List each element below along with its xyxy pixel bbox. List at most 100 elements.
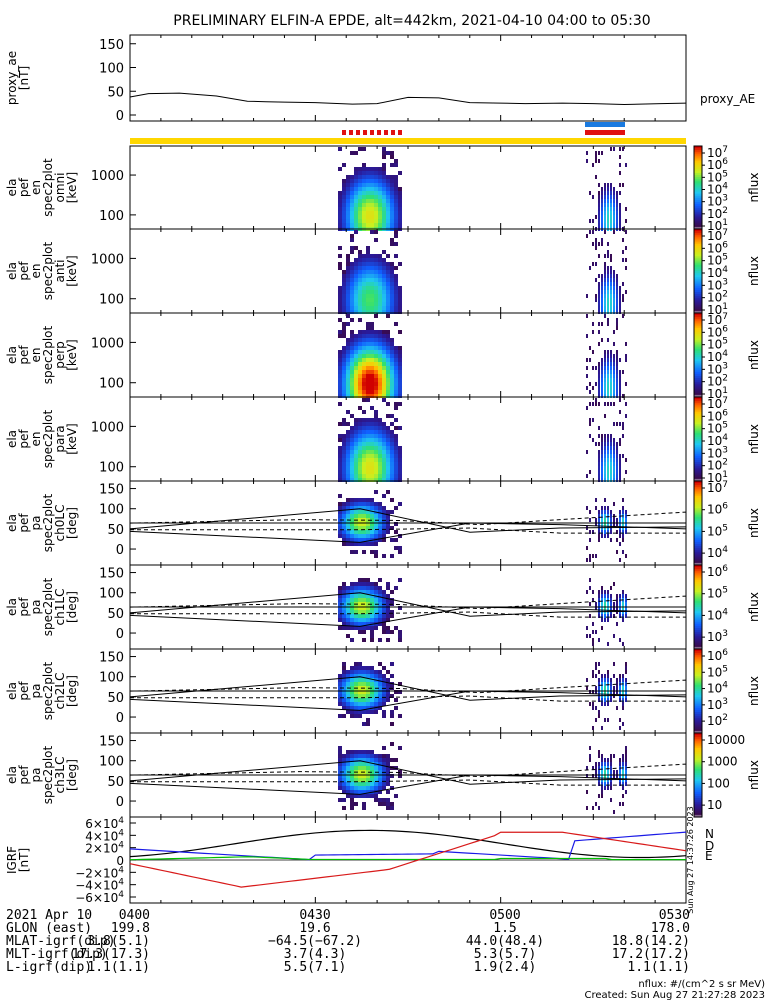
colorbar-segment [694,434,702,438]
heatmap-cell [598,386,600,390]
heatmap-cell [346,266,350,270]
colorbar-segment [694,378,702,381]
heatmap-cell [607,606,609,610]
heatmap-cell [616,550,618,554]
heatmap-cell [378,302,382,306]
heatmap-cell [350,207,354,211]
heatmap-cell [610,586,612,590]
heatmap-cell [394,362,398,366]
heatmap-cell [354,290,358,294]
heatmap-cell [378,330,382,334]
heatmap-cell [386,298,390,302]
heatmap-cell [342,195,346,199]
heatmap-cell [342,474,346,478]
heatmap-cell [342,294,346,298]
heatmap-cell [358,262,362,266]
heatmap-cell [374,262,378,266]
heatmap-cell [616,366,618,370]
colorbar-segment [694,401,702,404]
colorbar-segment [694,716,702,719]
heatmap-cell [342,422,346,426]
heatmap-cell [374,522,378,526]
heatmap-cell [625,762,627,766]
heatmap-cell [362,262,366,266]
heatmap-cell [374,478,378,482]
heatmap-cell [378,219,382,223]
heatmap-cell [625,682,627,686]
colorbar-segment [694,663,702,667]
heatmap-cell [607,786,609,790]
heatmap-cell [386,362,390,366]
heatmap-cell [378,354,382,358]
heatmap-cell [616,362,618,366]
heatmap-cell [595,802,597,806]
heatmap-cell [390,694,394,698]
heatmap-cell [362,614,366,618]
heatmap-cell [382,690,386,694]
colorbar-segment [694,294,702,297]
heatmap-cell [598,159,600,163]
heatmap-cell [616,382,618,386]
heatmap-cell [613,686,615,690]
heatmap-cell [350,350,354,354]
heatmap-cell [350,518,354,522]
heatmap-cell [601,382,603,386]
heatmap-cell [342,698,346,702]
heatmap-cell [338,402,342,406]
heatmap-cell [354,478,358,482]
heatmap-cell [354,434,358,438]
heatmap-cell [386,386,390,390]
heatmap-cell [350,179,354,183]
heatmap-cell [394,454,398,458]
heatmap-cell [366,474,370,478]
heatmap-cell [390,306,394,310]
heatmap-cell [601,514,603,518]
heatmap-cell [378,175,382,179]
heatmap-cell [358,454,362,458]
colorbar-segment [694,185,702,189]
heatmap-cell [619,726,621,730]
colorbar-tick-label: 104 [707,349,728,364]
heatmap-cell [362,462,366,466]
colorbar-segment [694,531,702,535]
heatmap-cell [598,330,600,334]
heatmap-cell [595,298,597,302]
heatmap-cell [370,778,374,782]
heatmap-cell [350,590,354,594]
heatmap-cell [342,438,346,442]
heatmap-cell [586,806,588,810]
heatmap-cell [338,362,342,366]
heatmap-cell [607,766,609,770]
heatmap-cell [338,694,342,698]
heatmap-cell [386,682,390,686]
heatmap-cell [374,330,378,334]
heatmap-cell [619,462,621,466]
heatmap-cell [370,690,374,694]
heatmap-cell [604,758,606,762]
heatmap-cell [366,458,370,462]
heatmap-cell [378,378,382,382]
heatmap-cell [390,526,394,530]
heatmap-cell [598,195,600,199]
heatmap-cell [604,215,606,219]
heatmap-cell [342,358,346,362]
heatmap-cell [354,778,358,782]
heatmap-cell [598,774,600,778]
heatmap-cell [598,714,600,718]
colorbar-segment [694,777,702,780]
colorbar-segment [694,552,702,556]
heatmap-cell [394,478,398,482]
colorbar-segment [694,697,702,700]
heatmap-cell [354,618,358,622]
heatmap-cell [366,774,370,778]
heatmap-cell [358,498,362,502]
heatmap-cell [386,338,390,342]
panel-ylabel-1-line: [keV] [65,172,79,203]
heatmap-cell [370,338,374,342]
heatmap-cell [338,506,342,510]
heatmap-cell [598,698,600,702]
heatmap-cell [370,199,374,203]
heatmap-cell [346,774,350,778]
heatmap-cell [350,694,354,698]
heatmap-cell [338,470,342,474]
